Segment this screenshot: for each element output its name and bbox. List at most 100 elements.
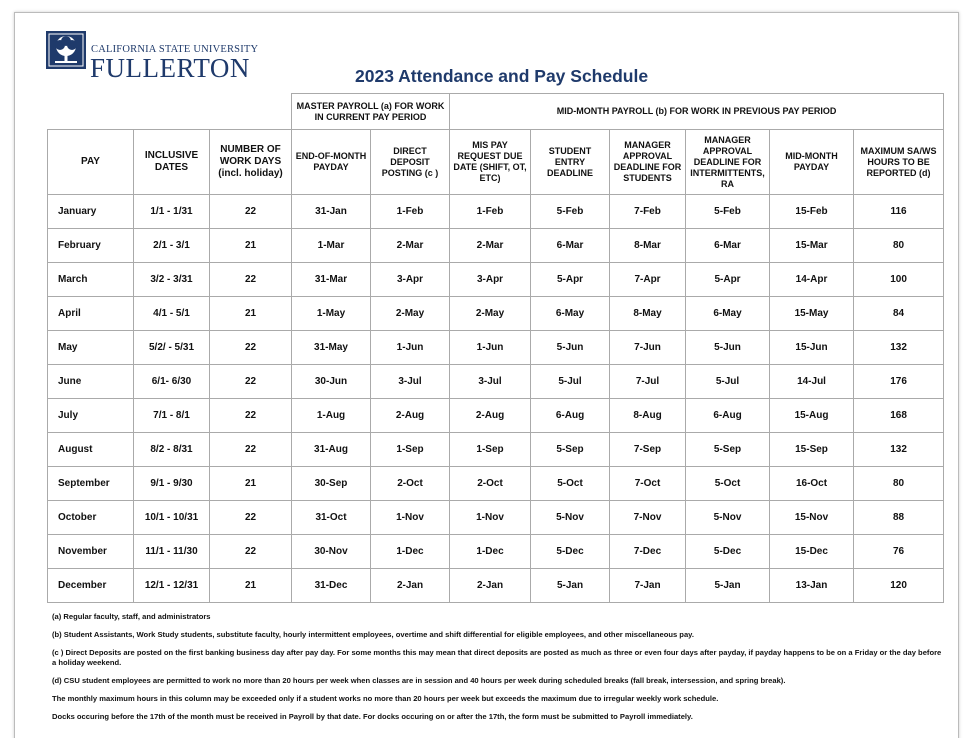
- table-cell: 6-Mar: [685, 228, 771, 263]
- footnote: (d) CSU student employees are permitted …: [52, 676, 786, 685]
- table-cell: 12/1 - 12/31: [133, 568, 210, 603]
- table-cell: 1-Dec: [449, 534, 532, 569]
- table-row: May 5/2/ - 5/31 22 31-May 1-Jun 1-Jun 5-Jun 7-J…: [47, 330, 945, 365]
- table-cell: 80: [853, 466, 945, 501]
- table-cell: 3-Jul: [369, 364, 451, 399]
- table-cell: 21: [209, 466, 292, 501]
- footnote: (c ) Direct Deposits are posted on the f…: [52, 648, 942, 667]
- table-cell: September: [47, 466, 134, 501]
- column-header: MANAGER APPROVAL DEADLINE FOR STUDENTS: [609, 129, 687, 195]
- table-cell: 22: [209, 500, 292, 535]
- table-cell: 76: [853, 534, 945, 569]
- table-cell: 2-Aug: [449, 398, 532, 433]
- footnotes: (a) Regular faculty, staff, and administ…: [52, 612, 942, 730]
- table-cell: 7-Jul: [609, 364, 687, 399]
- table-cell: 5-Jun: [530, 330, 611, 365]
- table-cell: 5-Jul: [530, 364, 611, 399]
- table-cell: 15-Mar: [769, 228, 855, 263]
- table-cell: 31-Mar: [291, 262, 371, 297]
- table-cell: 21: [209, 568, 292, 603]
- table-cell: 3-Apr: [369, 262, 451, 297]
- table-cell: 22: [209, 432, 292, 467]
- table-cell: 22: [209, 194, 292, 229]
- table-cell: 5-Feb: [530, 194, 611, 229]
- table-cell: 6-Mar: [530, 228, 611, 263]
- table-cell: February: [47, 228, 134, 263]
- column-header: MIS PAY REQUEST DUE DATE (SHIFT, OT, ETC…: [449, 129, 532, 195]
- table-row: February 2/1 - 3/1 21 1-Mar 2-Mar 2-Mar 6-Mar 8…: [47, 228, 945, 263]
- table-cell: 31-Oct: [291, 500, 371, 535]
- table-cell: 7/1 - 8/1: [133, 398, 210, 433]
- table-cell: 5-Oct: [685, 466, 771, 501]
- table-cell: 22: [209, 364, 292, 399]
- footnote: The monthly maximum hours in this column…: [52, 694, 719, 703]
- table-cell: 30-Jun: [291, 364, 371, 399]
- table-cell: 176: [853, 364, 945, 399]
- table-cell: 1-Sep: [449, 432, 532, 467]
- table-cell: 1-Mar: [291, 228, 371, 263]
- column-header: INCLUSIVE DATES: [133, 129, 210, 195]
- table-cell: 6-Aug: [685, 398, 771, 433]
- table-cell: 8-Aug: [609, 398, 687, 433]
- table-cell: 2/1 - 3/1: [133, 228, 210, 263]
- table-cell: 168: [853, 398, 945, 433]
- table-cell: 15-Sep: [769, 432, 855, 467]
- table-cell: 1-Sep: [369, 432, 451, 467]
- table-cell: 7-Jun: [609, 330, 687, 365]
- table-cell: 4/1 - 5/1: [133, 296, 210, 331]
- table-cell: 22: [209, 262, 292, 297]
- table-cell: 22: [209, 330, 292, 365]
- table-cell: 7-Feb: [609, 194, 687, 229]
- table-row: April 4/1 - 5/1 21 1-May 2-May 2-May 6-May 8-Ma…: [47, 296, 945, 331]
- table-cell: 13-Jan: [769, 568, 855, 603]
- group-header: MASTER PAYROLL (a) FOR WORK IN CURRENT P…: [290, 93, 451, 130]
- table-cell: 7-Sep: [609, 432, 687, 467]
- table-cell: 31-Aug: [291, 432, 371, 467]
- table-cell: August: [47, 432, 134, 467]
- column-header: MID-MONTH PAYDAY: [769, 129, 855, 195]
- table-cell: 31-Dec: [291, 568, 371, 603]
- university-name: CALIFORNIA STATE UNIVERSITY: [91, 44, 259, 55]
- column-header: MAXIMUM SA/WS HOURS TO BE REPORTED (d): [853, 129, 945, 195]
- table-cell: December: [47, 568, 134, 603]
- table-row: March 3/2 - 3/31 22 31-Mar 3-Apr 3-Apr 5-Apr 7-…: [47, 262, 945, 297]
- table-cell: 3-Jul: [449, 364, 532, 399]
- table-cell: 2-Mar: [369, 228, 451, 263]
- table-cell: 2-Aug: [369, 398, 451, 433]
- table-cell: 1-Aug: [291, 398, 371, 433]
- column-header: DIRECT DEPOSIT POSTING (c ): [369, 129, 451, 195]
- table-cell: 8/2 - 8/31: [133, 432, 210, 467]
- table-cell: 31-Jan: [291, 194, 371, 229]
- page-frame: [14, 12, 959, 738]
- table-cell: May: [47, 330, 134, 365]
- table-cell: 7-Dec: [609, 534, 687, 569]
- table-cell: 7-Apr: [609, 262, 687, 297]
- table-cell: 2-Jan: [369, 568, 451, 603]
- table-cell: 132: [853, 432, 945, 467]
- table-cell: 5-Dec: [685, 534, 771, 569]
- column-header: PAY: [47, 129, 134, 195]
- table-cell: 7-Jan: [609, 568, 687, 603]
- document-title: 2023 Attendance and Pay Schedule: [355, 66, 649, 86]
- column-header: END-OF-MONTH PAYDAY: [291, 129, 371, 195]
- table-cell: 2-Oct: [369, 466, 451, 501]
- table-cell: 1-Jun: [369, 330, 451, 365]
- table-cell: 6-Aug: [530, 398, 611, 433]
- footnote: (a) Regular faculty, staff, and administ…: [52, 612, 211, 621]
- table-cell: 1-Feb: [449, 194, 532, 229]
- schedule-table: MASTER PAYROLL (a) FOR WORK IN CURRENT P…: [47, 93, 945, 603]
- table-cell: 6-May: [530, 296, 611, 331]
- table-cell: 5-Apr: [685, 262, 771, 297]
- table-row: January 1/1 - 1/31 22 31-Jan 1-Feb 1-Feb 5-Feb…: [47, 194, 945, 229]
- table-cell: 5-Oct: [530, 466, 611, 501]
- table-cell: 7-Nov: [609, 500, 687, 535]
- table-row: September 9/1 - 9/30 21 30-Sep 2-Oct 2-Oct 5-O…: [47, 466, 945, 501]
- table-cell: 116: [853, 194, 945, 229]
- table-cell: 15-Aug: [769, 398, 855, 433]
- table-cell: 8-May: [609, 296, 687, 331]
- table-cell: 15-Feb: [769, 194, 855, 229]
- table-cell: 84: [853, 296, 945, 331]
- table-cell: 100: [853, 262, 945, 297]
- table-cell: 3/2 - 3/31: [133, 262, 210, 297]
- table-cell: 80: [853, 228, 945, 263]
